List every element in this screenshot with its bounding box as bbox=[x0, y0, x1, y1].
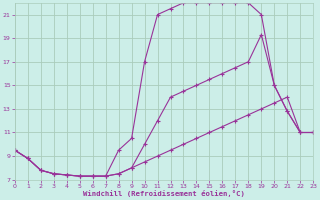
X-axis label: Windchill (Refroidissement éolien,°C): Windchill (Refroidissement éolien,°C) bbox=[83, 190, 245, 197]
